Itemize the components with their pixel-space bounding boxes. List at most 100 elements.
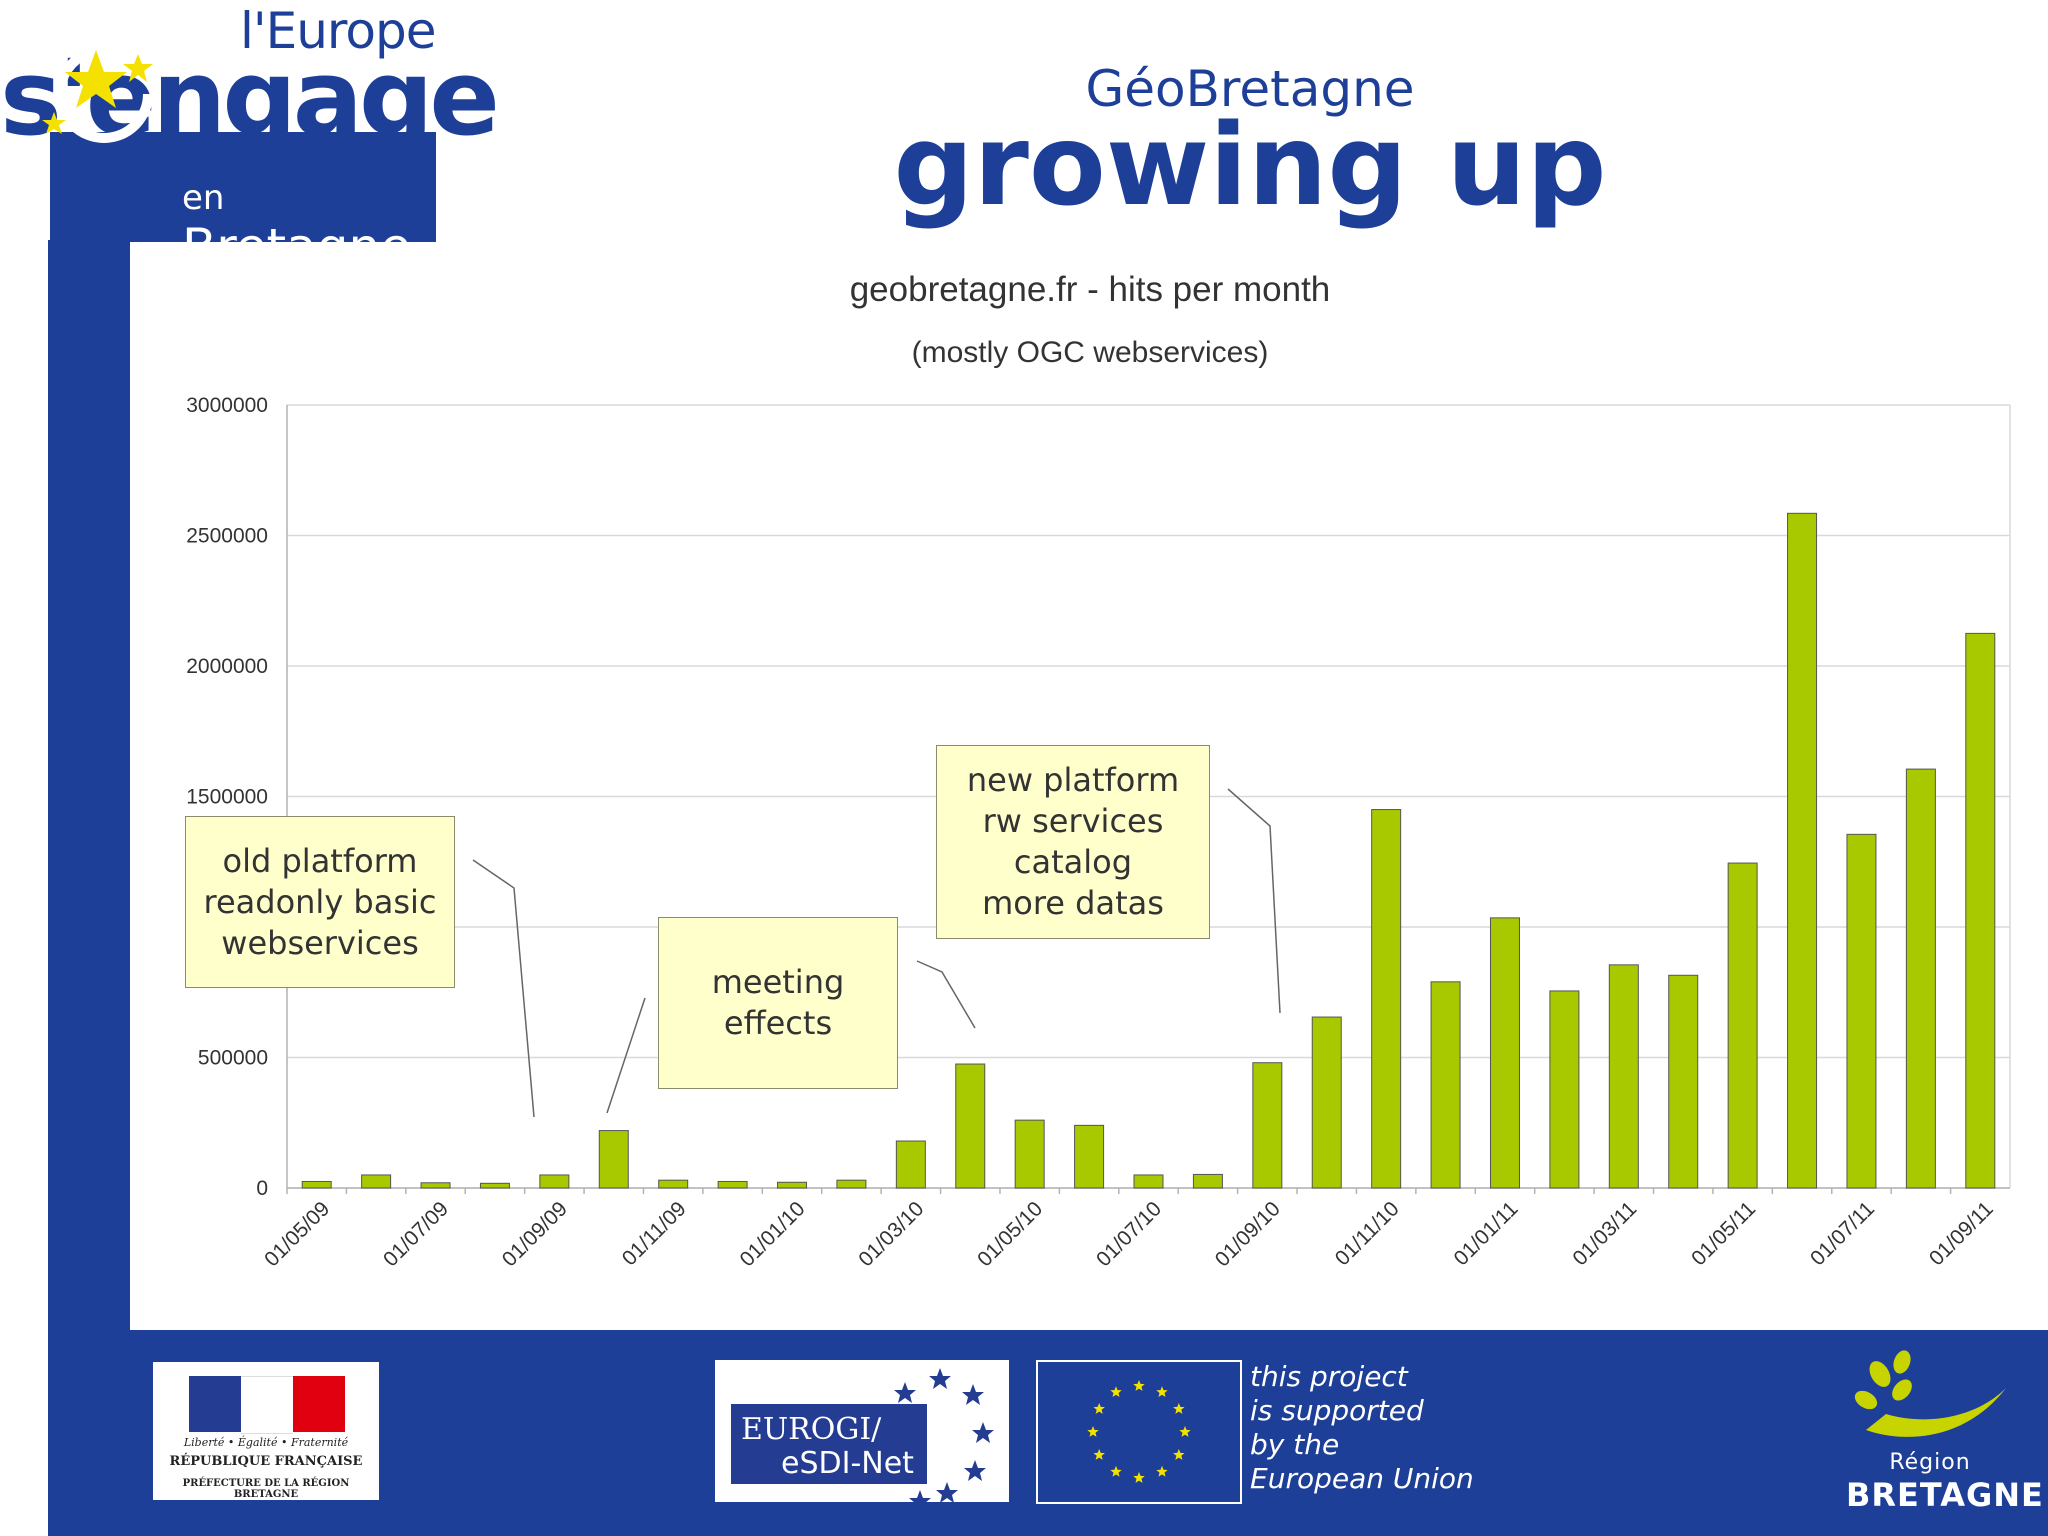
eu-star-icon (1110, 1386, 1122, 1397)
x-tick-label: 01/07/09 (379, 1197, 453, 1271)
eu-text-line: by the (1250, 1428, 1340, 1461)
x-tick-label: 01/03/11 (1568, 1197, 1641, 1270)
bar (1489, 917, 1520, 1189)
page-title: growing up (893, 101, 1607, 231)
eurogi-esdi-net-logo: EUROGI/ eSDI-Net (715, 1360, 1009, 1502)
annotation-leader-line (472, 859, 535, 1118)
annotation-old-platform: old platform readonly basic webservices (185, 816, 455, 988)
chart-title: geobretagne.fr - hits per month (849, 270, 1331, 309)
logo-blue-block (50, 132, 436, 242)
eu-star-icon (1173, 1449, 1185, 1460)
x-tick-label: 01/03/10 (854, 1197, 928, 1271)
rf-motto: Liberté • Égalité • Fraternité (183, 1436, 349, 1449)
bar (1311, 1016, 1342, 1189)
bar (1074, 1124, 1105, 1189)
eu-star-icon (1179, 1426, 1191, 1437)
bar (1133, 1174, 1164, 1189)
eu-star-icon (1156, 1386, 1168, 1397)
bar (1787, 512, 1818, 1189)
y-tick-label: 3000000 (186, 394, 268, 417)
eu-star-icon (1093, 1449, 1105, 1460)
bar (1252, 1062, 1283, 1189)
bar (1905, 768, 1936, 1189)
eu-star-icon (1173, 1403, 1185, 1414)
eu-support-text: this project is supported by the Europea… (1250, 1360, 1474, 1496)
bar (1371, 809, 1402, 1189)
bar (361, 1174, 392, 1189)
flag-blue (189, 1376, 241, 1432)
region-bretagne-label: BRETAGNE (1846, 1476, 2044, 1514)
y-tick-label: 1500000 (186, 786, 268, 809)
region-label: Région (1889, 1450, 1971, 1475)
x-tick-label: 01/01/11 (1450, 1197, 1523, 1270)
y-tick-label: 2500000 (186, 525, 268, 548)
logo-en-bretagne: en Bretagne (182, 178, 436, 276)
logo-bretagne: Bretagne (182, 218, 411, 276)
logo-en: en (182, 178, 225, 218)
annotation-leader-line (916, 960, 976, 1029)
bar (420, 1182, 451, 1189)
annotation-meeting-effects: meeting effects (658, 917, 898, 1089)
x-tick-label: 01/09/09 (498, 1197, 572, 1271)
region-bretagne-emblem-icon (1854, 1350, 2006, 1437)
annotation-leader-line (606, 997, 646, 1114)
x-tick-label: 01/01/10 (735, 1197, 809, 1271)
bar (836, 1179, 867, 1189)
annotation-text: old platform readonly basic webservices (203, 841, 437, 962)
annotation-text: meeting effects (711, 963, 845, 1042)
bar (1192, 1173, 1223, 1189)
europe-sengage-logo: l'Europe s'engage en Bretagne (0, 0, 500, 276)
x-tick-label: 01/11/09 (618, 1197, 691, 1270)
bar (301, 1180, 332, 1189)
y-tick-label: 0 (256, 1177, 268, 1200)
eu-star-icon (1093, 1403, 1105, 1414)
bar (1014, 1119, 1045, 1189)
eu-text-line: this project (1250, 1360, 1408, 1393)
hits-bar-chart: 0500000100000015000002000000250000030000… (186, 394, 2011, 1271)
eurogi-stars-icon (894, 1368, 994, 1502)
eu-star-icon (1110, 1465, 1122, 1477)
bar (1430, 981, 1461, 1189)
x-tick-label: 01/05/10 (973, 1197, 1047, 1271)
annotation-new-platform: new platform rw services catalog more da… (936, 745, 1210, 939)
eurogi-line2: eSDI-Net (781, 1446, 914, 1481)
bar (1727, 862, 1758, 1189)
annotation-text: new platform rw services catalog more da… (966, 761, 1180, 922)
bar (539, 1174, 570, 1189)
rf-prefecture: PRÉFECTURE DE LA RÉGION BRETAGNE (182, 1478, 350, 1500)
flag-red (293, 1376, 345, 1432)
bar (777, 1181, 808, 1189)
flag-white (241, 1376, 293, 1434)
eu-stars-icon (42, 45, 153, 143)
eu-star-icon (1087, 1426, 1099, 1437)
bar (479, 1182, 510, 1189)
x-tick-label: 01/05/09 (260, 1197, 334, 1271)
annotation-leader-line (1227, 788, 1281, 1014)
eu-stars-ring-icon (1087, 1380, 1191, 1483)
eu-flag (1036, 1360, 1242, 1504)
x-tick-label: 01/07/10 (1092, 1197, 1166, 1271)
bar (598, 1130, 629, 1189)
logo-l-europe: l'Europe (240, 2, 436, 60)
bar (1549, 990, 1580, 1189)
eurogi-box (731, 1404, 927, 1484)
eu-text-line: is supported (1250, 1394, 1424, 1427)
bar (717, 1180, 748, 1189)
eu-star-icon (1133, 1472, 1145, 1483)
bar (895, 1140, 926, 1189)
x-tick-label: 01/11/10 (1331, 1197, 1404, 1270)
eurogi-line1: EUROGI/ (741, 1412, 882, 1447)
bar (1965, 632, 1996, 1189)
y-tick-label: 2000000 (186, 655, 268, 678)
bar (1668, 974, 1699, 1189)
region-bretagne-logo: Région BRETAGNE (1846, 1348, 2044, 1514)
left-blue-band (48, 240, 130, 1536)
rf-republique: RÉPUBLIQUE FRANÇAISE (169, 1454, 363, 1469)
x-tick-label: 01/09/10 (1211, 1197, 1285, 1271)
bar (1608, 964, 1639, 1189)
x-tick-label: 01/09/11 (1925, 1197, 1998, 1270)
bar (955, 1063, 986, 1189)
x-tick-label: 01/07/11 (1806, 1197, 1879, 1270)
y-tick-label: 500000 (198, 1047, 268, 1070)
x-tick-label: 01/05/11 (1687, 1197, 1760, 1270)
